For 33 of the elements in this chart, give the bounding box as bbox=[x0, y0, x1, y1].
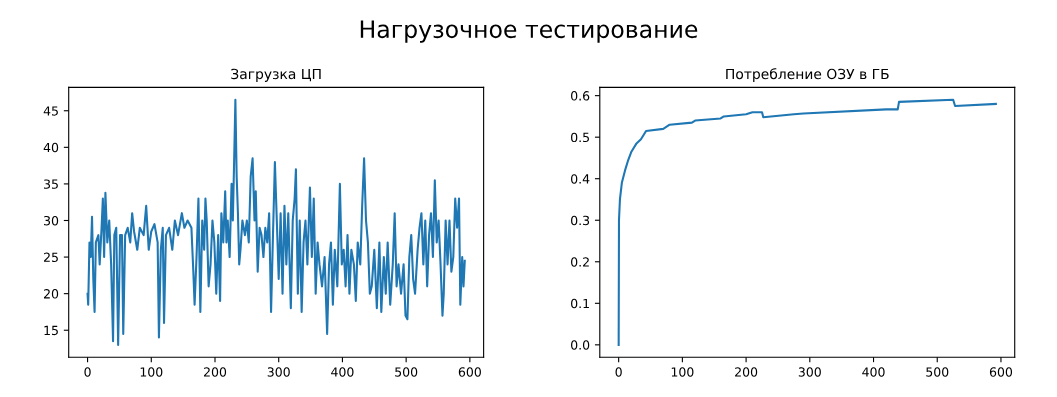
x-tick-label: 400 bbox=[331, 367, 354, 377]
x-tick-label: 500 bbox=[395, 367, 418, 377]
x-tick-label: 100 bbox=[671, 367, 694, 377]
y-tick-label: 0.0 bbox=[571, 340, 590, 350]
y-tick-label: 0.5 bbox=[571, 132, 589, 143]
y-tick-label: 0.3 bbox=[571, 215, 590, 226]
y-tick-label: 0.1 bbox=[571, 298, 589, 309]
x-tick-label: 0 bbox=[84, 367, 91, 377]
x-tick-label: 300 bbox=[267, 367, 290, 377]
x-tick-label: 400 bbox=[862, 367, 885, 377]
x-tick-label: 600 bbox=[989, 367, 1013, 377]
x-tick-label: 300 bbox=[798, 367, 821, 377]
y-tick-label: 40 bbox=[43, 142, 59, 153]
chart-title: Загрузка ЦП bbox=[231, 68, 321, 82]
y-tick-label: 15 bbox=[44, 325, 58, 336]
x-tick-label: 200 bbox=[735, 367, 758, 377]
y-tick-label: 20 bbox=[43, 289, 59, 299]
y-tick-label: 35 bbox=[44, 179, 58, 189]
y-tick-label: 0.2 bbox=[571, 257, 589, 267]
y-tick-label: 0.6 bbox=[571, 91, 590, 101]
chart-title: Потребление ОЗУ в ГБ bbox=[726, 68, 889, 82]
x-tick-label: 100 bbox=[140, 367, 163, 377]
y-tick-label: 25 bbox=[43, 252, 58, 262]
x-tick-label: 200 bbox=[203, 367, 227, 377]
y-tick-label: 45 bbox=[43, 106, 58, 116]
x-tick-label: 600 bbox=[458, 367, 481, 377]
line-series bbox=[617, 98, 997, 346]
line-series bbox=[86, 98, 466, 346]
text: Нагрузочное тестирование bbox=[360, 20, 698, 43]
y-tick-label: 0.4 bbox=[571, 174, 590, 184]
x-tick-label: 500 bbox=[926, 367, 949, 377]
y-tick-label: 30 bbox=[44, 215, 59, 226]
x-tick-label: 0 bbox=[615, 367, 622, 377]
